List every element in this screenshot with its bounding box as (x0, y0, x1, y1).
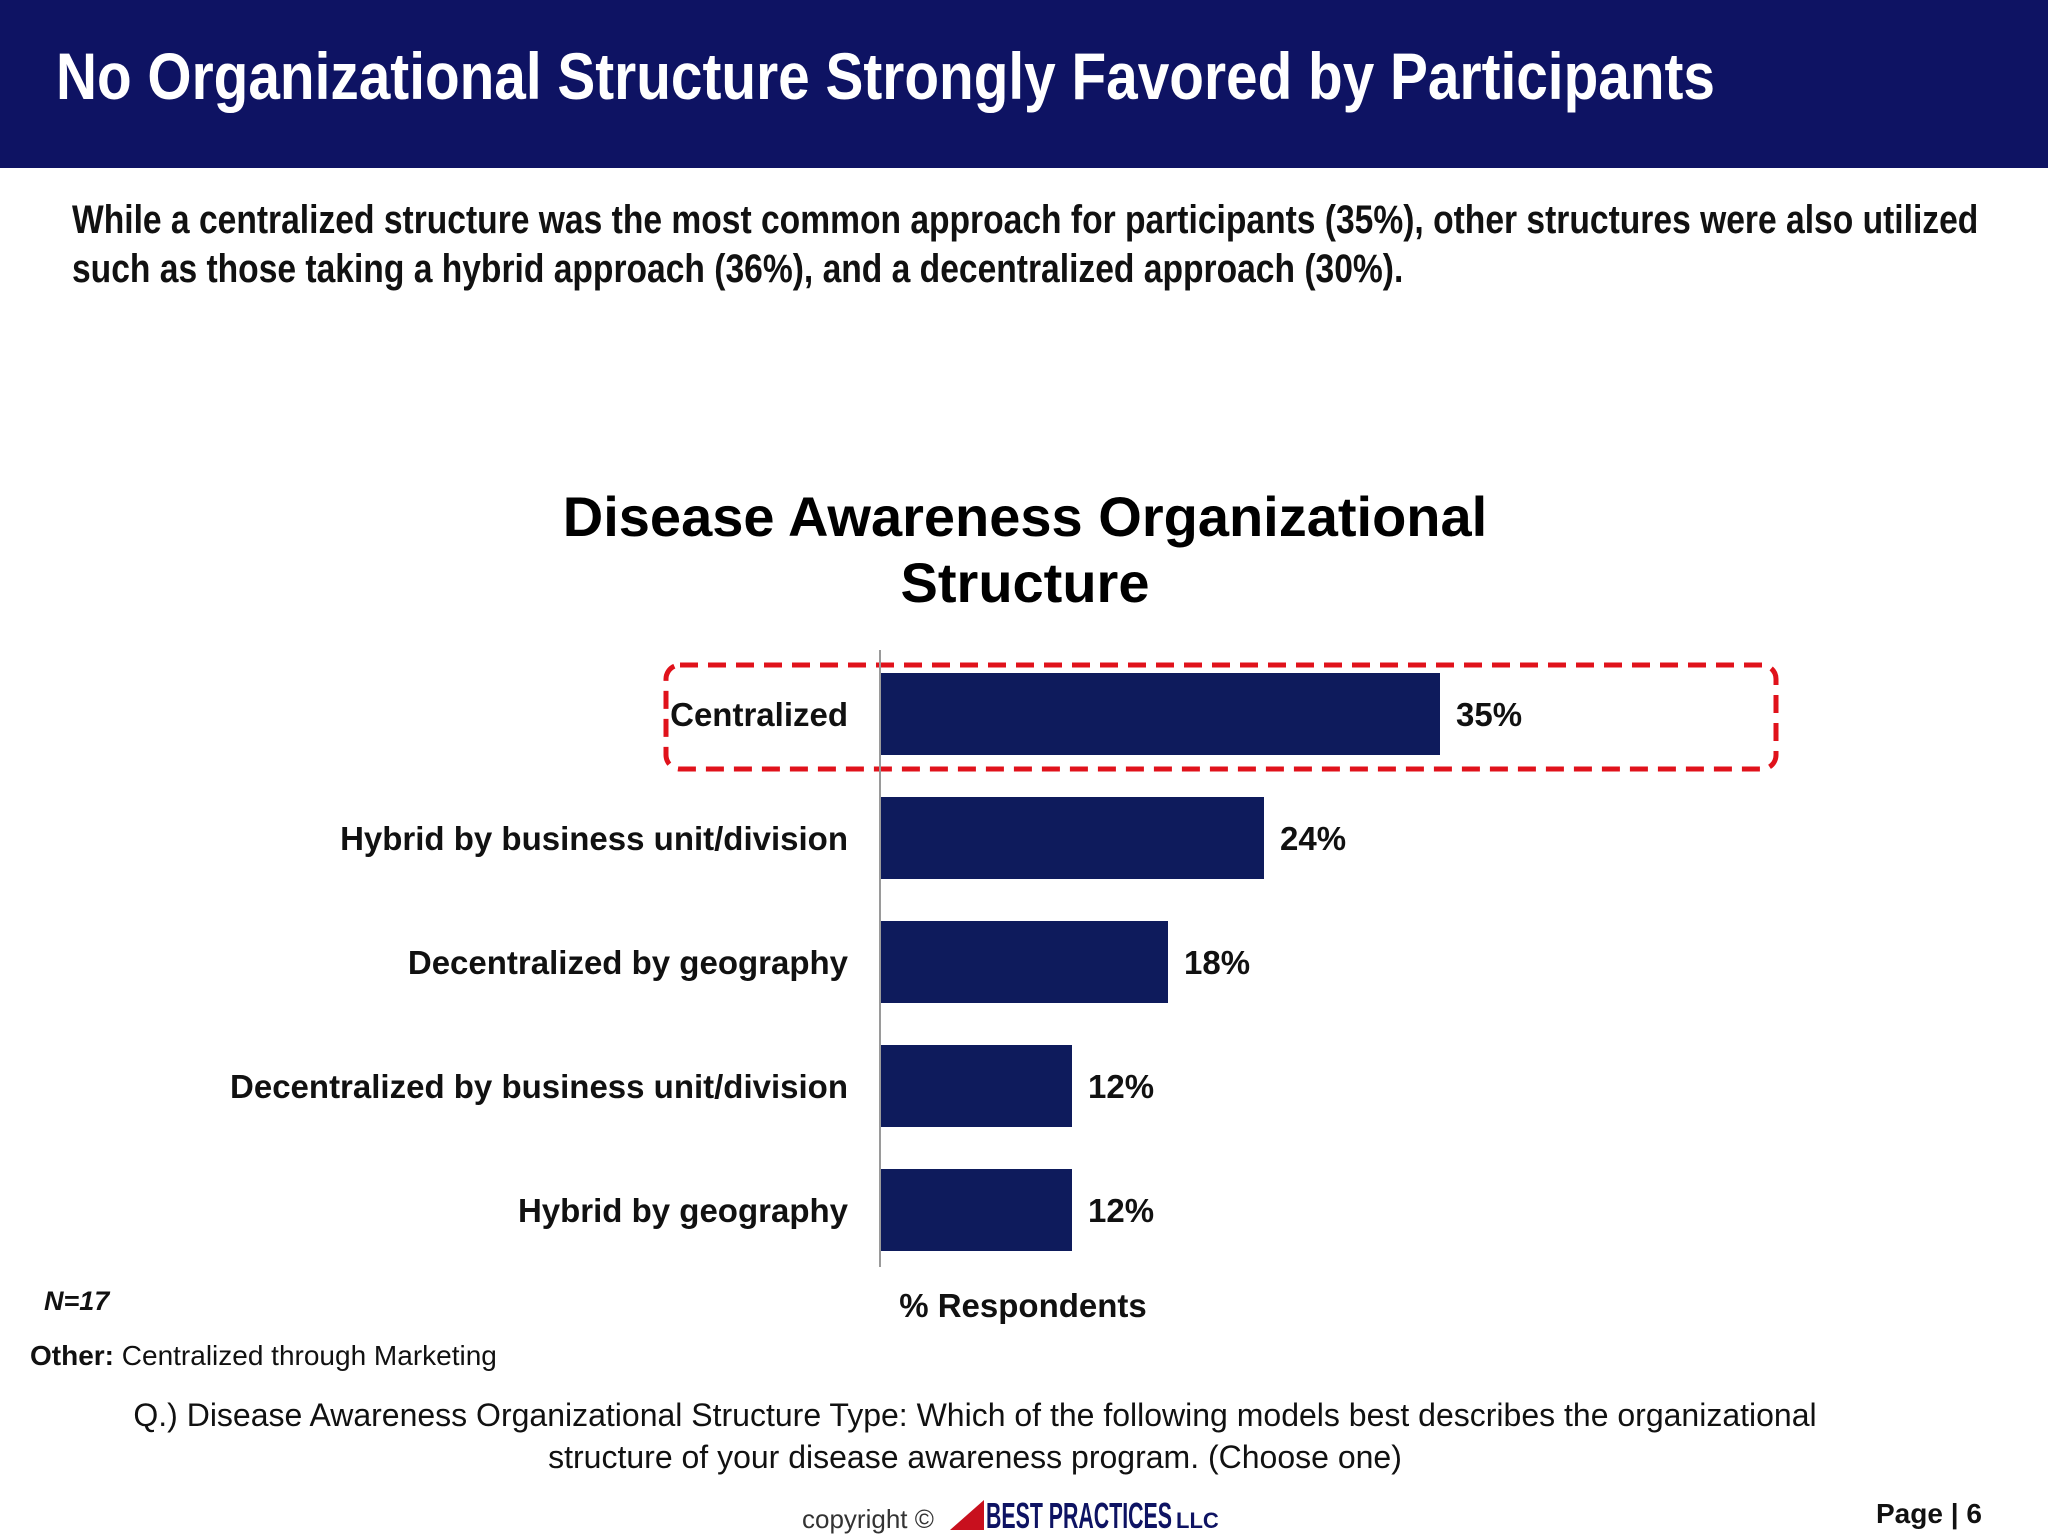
x-axis-label: % Respondents (899, 1287, 1147, 1324)
other-label: Other: (30, 1340, 114, 1371)
value-label-5: 12% (1088, 1192, 1154, 1229)
category-label-1: Centralized (670, 696, 848, 733)
bar-3 (880, 921, 1168, 1003)
summary-text: While a centralized structure was the mo… (72, 196, 2004, 294)
category-label-2: Hybrid by business unit/division (340, 820, 848, 857)
value-label-4: 12% (1088, 1068, 1154, 1105)
category-label-5: Hybrid by geography (518, 1192, 849, 1229)
bar-5 (880, 1169, 1072, 1251)
survey-question: Q.) Disease Awareness Organizational Str… (120, 1394, 1830, 1478)
sample-size: N=17 (44, 1286, 110, 1316)
copyright-text: copyright © (802, 1504, 934, 1534)
other-note: Other: Centralized through Marketing (30, 1340, 497, 1372)
question-line-2: structure of your disease awareness prog… (548, 1439, 1402, 1475)
chart-title-line-1: Disease Awareness Organizational (562, 485, 1488, 548)
category-label-4: Decentralized by business unit/division (230, 1068, 848, 1105)
logo-suffix: LLC (1176, 1508, 1219, 1532)
best-practices-logo: BEST PRACTICES LLC (950, 1496, 1219, 1532)
bar-1 (880, 673, 1440, 755)
value-label-3: 18% (1184, 944, 1250, 981)
highlight-box (663, 662, 1779, 772)
category-label-3: Decentralized by geography (408, 944, 849, 981)
chart-title: Disease Awareness Organizational Structu… (520, 484, 1530, 616)
header-banner: No Organizational Structure Strongly Fav… (0, 0, 2048, 168)
bar-2 (880, 797, 1264, 879)
value-label-2: 24% (1280, 820, 1346, 857)
logo-text: BEST PRACTICES (986, 1496, 1172, 1532)
summary-line-1: While a centralized structure was the mo… (72, 198, 1979, 242)
question-line-1: Q.) Disease Awareness Organizational Str… (133, 1397, 1817, 1433)
value-label-1: 35% (1456, 696, 1522, 733)
bar-4 (880, 1045, 1072, 1127)
logo-triangle-icon (950, 1500, 984, 1530)
summary-line-2: such as those taking a hybrid approach (… (72, 247, 1404, 291)
page-title: No Organizational Structure Strongly Fav… (56, 39, 1715, 113)
chart-title-line-2: Structure (900, 551, 1150, 614)
other-text: Centralized through Marketing (114, 1340, 497, 1371)
page-number: Page | 6 (1876, 1498, 1982, 1529)
